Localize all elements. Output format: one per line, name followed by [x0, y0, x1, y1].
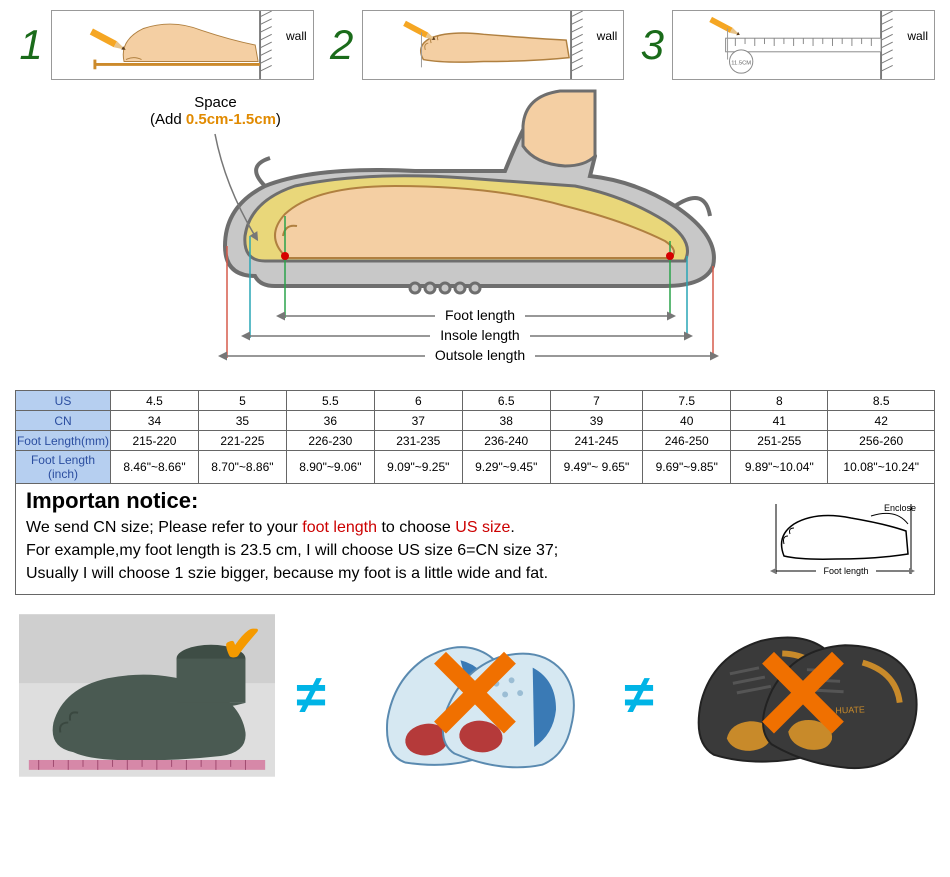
- size-cell: 40: [643, 411, 731, 431]
- size-cell: 35: [198, 411, 286, 431]
- size-cell: 241-245: [550, 431, 643, 451]
- size-table: US4.555.566.577.588.5 CN34353637383940414…: [15, 390, 935, 484]
- size-cell: 9.29"~9.45": [462, 451, 550, 484]
- size-cell: 226-230: [286, 431, 374, 451]
- foot-mini-diagram: Enclose Foot length: [756, 496, 926, 586]
- step-1-illustration: wall: [51, 10, 314, 80]
- size-cell: 9.89"~10.04": [731, 451, 828, 484]
- step-2: 2: [326, 10, 625, 80]
- size-row-header: Foot Length (inch): [16, 451, 111, 484]
- size-cell: 251-255: [731, 431, 828, 451]
- wall-label-3: wall: [907, 29, 928, 43]
- size-cell: 10.08"~10.24": [828, 451, 935, 484]
- svg-text:Enclose: Enclose: [884, 503, 916, 513]
- size-cell: 4.5: [111, 391, 199, 411]
- size-cell: 8.46"~8.66": [111, 451, 199, 484]
- step-1: 1: [15, 10, 314, 80]
- check-icon: ✔: [221, 615, 263, 673]
- insole-image: ✕: [347, 613, 603, 778]
- size-cell: 5.5: [286, 391, 374, 411]
- comparison-row: ✔ ≠ ✕: [15, 613, 935, 778]
- wall-label-1: wall: [286, 29, 307, 43]
- space-label-post: ): [276, 111, 281, 128]
- neq-symbol-1: ≠: [281, 664, 341, 726]
- svg-text:11.5CM: 11.5CM: [732, 60, 752, 66]
- svg-text:Foot length: Foot length: [823, 566, 868, 576]
- size-cell: 6: [374, 391, 462, 411]
- step-2-illustration: wall: [362, 10, 625, 80]
- step-number-2: 2: [326, 24, 358, 66]
- step-3: 3: [636, 10, 935, 80]
- size-cell: 8: [731, 391, 828, 411]
- space-label-emph: 0.5cm-1.5cm: [186, 111, 276, 128]
- size-cell: 231-235: [374, 431, 462, 451]
- foot-model-photo: ✔: [19, 613, 275, 778]
- svg-text:Insole length: Insole length: [440, 327, 519, 343]
- size-cell: 37: [374, 411, 462, 431]
- size-cell: 9.09"~9.25": [374, 451, 462, 484]
- step-3-illustration: 11.5CM wall: [672, 10, 935, 80]
- space-label-line1: Space: [194, 94, 237, 111]
- size-row-header: CN: [16, 411, 111, 431]
- svg-text:HUATE: HUATE: [835, 704, 865, 715]
- space-label-pre: (Add: [150, 111, 186, 128]
- space-label: Space (Add 0.5cm-1.5cm): [150, 94, 281, 128]
- notice-box: Importan notice: We send CN size; Please…: [15, 484, 935, 595]
- size-cell: 34: [111, 411, 199, 431]
- size-cell: 8.70"~8.86": [198, 451, 286, 484]
- shoe-diagram: Space (Add 0.5cm-1.5cm): [15, 86, 935, 386]
- size-cell: 256-260: [828, 431, 935, 451]
- size-cell: 5: [198, 391, 286, 411]
- size-cell: 246-250: [643, 431, 731, 451]
- size-cell: 41: [731, 411, 828, 431]
- size-row-header: US: [16, 391, 111, 411]
- size-cell: 215-220: [111, 431, 199, 451]
- size-row-header: Foot Length(mm): [16, 431, 111, 451]
- size-cell: 8.5: [828, 391, 935, 411]
- step-number-1: 1: [15, 24, 47, 66]
- size-cell: 36: [286, 411, 374, 431]
- size-cell: 42: [828, 411, 935, 431]
- outsole-image: HUATE ✕: [675, 613, 931, 778]
- size-cell: 236-240: [462, 431, 550, 451]
- svg-text:Outsole length: Outsole length: [435, 347, 525, 363]
- neq-symbol-2: ≠: [609, 664, 669, 726]
- step-number-3: 3: [636, 24, 668, 66]
- size-cell: 9.69"~9.85": [643, 451, 731, 484]
- size-cell: 39: [550, 411, 643, 431]
- size-cell: 9.49"~ 9.65": [550, 451, 643, 484]
- size-cell: 38: [462, 411, 550, 431]
- size-cell: 6.5: [462, 391, 550, 411]
- svg-text:Foot length: Foot length: [445, 307, 515, 323]
- size-cell: 8.90"~9.06": [286, 451, 374, 484]
- wall-label-2: wall: [597, 29, 618, 43]
- steps-row: 1: [15, 10, 935, 80]
- size-cell: 221-225: [198, 431, 286, 451]
- size-cell: 7: [550, 391, 643, 411]
- size-cell: 7.5: [643, 391, 731, 411]
